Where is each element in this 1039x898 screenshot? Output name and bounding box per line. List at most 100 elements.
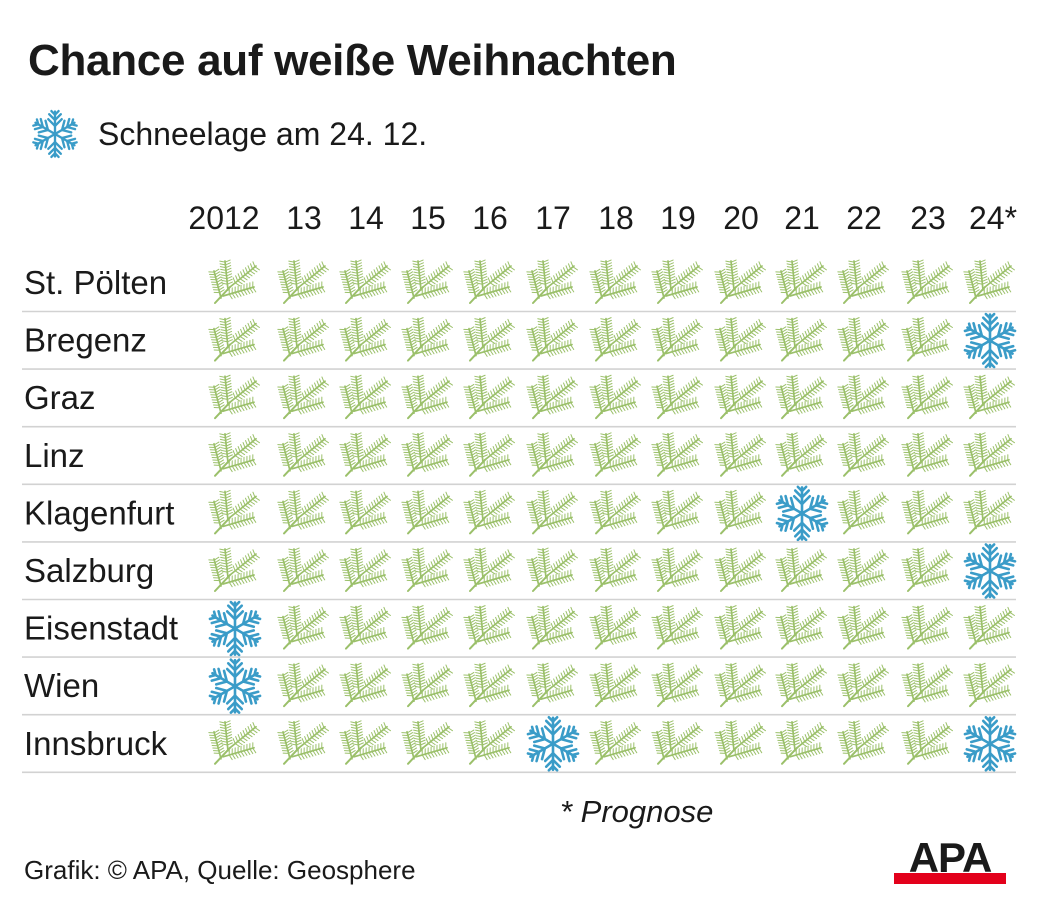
year-header: 18 (598, 200, 634, 236)
fir-branch-icon (277, 259, 329, 304)
fir-branch-icon (963, 374, 1015, 420)
fir-branch-icon (339, 317, 391, 362)
fir-branch-icon (901, 662, 953, 708)
fir-branch-icon (277, 317, 329, 362)
fir-branch-icon (277, 374, 329, 420)
fir-branch-icon (837, 547, 889, 592)
fir-branch-icon (651, 547, 703, 592)
fir-branch-icon (775, 432, 827, 477)
fir-branch-icon (901, 259, 953, 304)
fir-branch-icon (463, 662, 515, 708)
legend-label: Schneelage am 24. 12. (98, 115, 428, 152)
city-label: Bregenz (24, 322, 147, 359)
fir-branch-icon (463, 317, 515, 362)
table-row: Salzburg (22, 543, 1017, 601)
year-header: 2012 (188, 200, 259, 236)
snowflake-icon (963, 715, 1017, 772)
apa-logo: APA (894, 838, 1006, 884)
fir-branch-icon (837, 259, 889, 304)
city-label: Graz (24, 379, 96, 416)
fir-branch-icon (651, 432, 703, 477)
fir-branch-icon (463, 432, 515, 477)
fir-branch-icon (526, 662, 578, 708)
fir-branch-icon (714, 432, 766, 477)
fir-branch-icon (401, 489, 453, 535)
year-header: 19 (660, 200, 696, 236)
snowflake-icon (208, 658, 262, 715)
fir-branch-icon (208, 720, 260, 765)
source-credit: Grafik: © APA, Quelle: Geosphere (24, 855, 416, 885)
table-row: Innsbruck (22, 715, 1017, 774)
fir-branch-icon (526, 547, 578, 592)
year-headers: 2012 13 14 15 16 17 18 19 20 21 22 23 24* (188, 200, 1017, 236)
table-row: Graz (22, 374, 1016, 428)
fir-branch-icon (339, 605, 391, 650)
fir-branch-icon (339, 432, 391, 477)
fir-branch-icon (963, 259, 1015, 304)
fir-branch-icon (208, 489, 260, 535)
fir-branch-icon (714, 259, 766, 304)
fir-branch-icon (526, 317, 578, 362)
fir-branch-icon (901, 432, 953, 477)
fir-branch-icon (963, 605, 1015, 650)
table-row: Bregenz (22, 312, 1017, 370)
fir-branch-icon (208, 374, 260, 420)
fir-branch-icon (901, 720, 953, 765)
fir-branch-icon (963, 662, 1015, 708)
fir-branch-icon (589, 432, 641, 477)
fir-branch-icon (208, 547, 260, 592)
city-label: Eisenstadt (24, 610, 178, 647)
fir-branch-icon (526, 259, 578, 304)
fir-branch-icon (837, 720, 889, 765)
fir-branch-icon (589, 489, 641, 535)
fir-branch-icon (463, 605, 515, 650)
fir-branch-icon (775, 374, 827, 420)
fir-branch-icon (401, 605, 453, 650)
legend: Schneelage am 24. 12. (28, 106, 427, 162)
fir-branch-icon (775, 720, 827, 765)
city-label: Klagenfurt (24, 494, 174, 531)
fir-branch-icon (651, 605, 703, 650)
fir-branch-icon (401, 259, 453, 304)
city-label: St. Pölten (24, 264, 167, 301)
fir-branch-icon (714, 317, 766, 362)
footnote: * Prognose (560, 794, 714, 829)
fir-branch-icon (837, 432, 889, 477)
city-label: Salzburg (24, 552, 154, 589)
table-row: St. Pölten (22, 259, 1016, 313)
fir-branch-icon (589, 662, 641, 708)
fir-branch-icon (339, 489, 391, 535)
snowflake-icon (963, 312, 1017, 369)
snowflake-icon (775, 485, 829, 542)
snowflake-icon (32, 109, 78, 159)
year-header: 22 (846, 200, 882, 236)
year-header: 17 (535, 200, 571, 236)
fir-branch-icon (589, 317, 641, 362)
fir-branch-icon (775, 317, 827, 362)
year-header: 21 (784, 200, 820, 236)
fir-branch-icon (651, 662, 703, 708)
fir-branch-icon (837, 605, 889, 650)
fir-branch-icon (901, 605, 953, 650)
fir-branch-icon (775, 605, 827, 650)
fir-branch-icon (401, 547, 453, 592)
fir-branch-icon (277, 432, 329, 477)
fir-branch-icon (339, 374, 391, 420)
city-label: Wien (24, 667, 99, 704)
fir-branch-icon (714, 662, 766, 708)
fir-branch-icon (463, 720, 515, 765)
page-title: Chance auf weiße Weihnachten (28, 36, 677, 85)
snowflake-icon (208, 600, 262, 657)
fir-branch-icon (963, 489, 1015, 535)
table-rows: St. Pölten Bregenz Graz Linz Klagenfurt Salzb… (22, 259, 1017, 774)
year-header: 13 (286, 200, 322, 236)
fir-branch-icon (714, 374, 766, 420)
table-row: Eisenstadt (22, 600, 1016, 658)
fir-branch-icon (837, 374, 889, 420)
fir-branch-icon (277, 605, 329, 650)
fir-branch-icon (901, 317, 953, 362)
fir-branch-icon (714, 720, 766, 765)
fir-branch-icon (714, 489, 766, 535)
fir-branch-icon (651, 259, 703, 304)
